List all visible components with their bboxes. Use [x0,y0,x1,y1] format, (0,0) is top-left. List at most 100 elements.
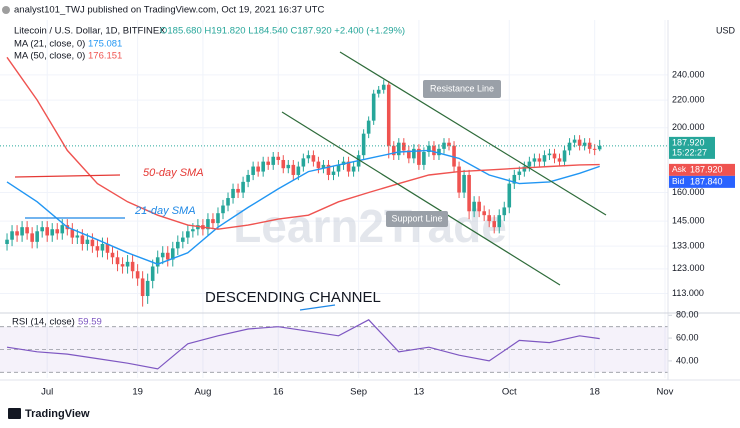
annotation: 50-day SMA [143,167,204,179]
candle-body [582,142,587,146]
candle-body [266,161,271,165]
candle-body [236,188,240,193]
legend-name: MA (21, close, 0) [14,39,85,50]
candle-body [447,142,451,146]
candle-body [442,142,446,149]
candle-body [472,201,476,212]
candle-body [537,158,542,162]
candle-body [587,142,592,149]
candle-body [482,211,486,216]
candle-body [261,161,265,172]
candle-body [170,248,175,260]
candle-body [85,239,90,244]
candle-body [487,215,491,222]
candle-body [25,227,29,234]
candle-body [246,174,250,182]
candle-body [75,235,80,238]
candle-body [567,142,572,151]
resistance-label-box [423,80,501,98]
candle-body [432,145,436,156]
last-price-label: 187.920 [672,137,705,147]
candle-body [30,233,34,242]
candle-body [402,142,406,151]
candle-body [346,161,351,172]
annotation: DESCENDING CHANNEL [205,289,381,306]
rsi-line [6,319,600,370]
rsi-legend: RSI (14, close) [12,317,75,328]
y-tick-label: 123.000 [672,263,705,273]
moving-average [6,56,600,230]
y-tick-label: 145.000 [672,215,705,225]
y-tick-label: 240.000 [672,69,705,79]
symbol: Litecoin / U.S. Dollar, 1D, BITFINEX [14,26,166,37]
candle-body [145,280,150,297]
moving-average [6,149,600,265]
candle-body [80,235,85,244]
candle-body [231,188,235,199]
candle-body [70,229,75,238]
grid [0,20,672,378]
candle-body [211,219,215,224]
candle-body [517,171,522,175]
candle-body [512,174,517,184]
x-tick-label: 18 [589,387,600,398]
candle-body [105,243,110,253]
watermark: Learn2Trade [233,200,507,252]
candle-body [175,241,180,249]
support-label-box [386,211,448,227]
candle-body [226,198,230,206]
candle-body [155,257,160,267]
candle-body [206,219,210,230]
channel-arrow [299,304,336,311]
candle-body [286,164,291,169]
y-tick-label: 200.000 [672,122,705,132]
candle-body [5,239,9,244]
rsi-tick-label: 40.00 [676,355,699,365]
candle-body [291,164,296,175]
candle-body [221,205,225,214]
candle-body [301,158,306,167]
candle-body [251,166,255,175]
candle-body [552,153,557,159]
candle-body [40,227,44,232]
candle-body [336,164,341,172]
candle-body [477,201,481,212]
candle-body [50,229,55,236]
candle-body [35,231,39,242]
legend-name: MA (50, close, 0) [14,51,85,62]
candle-body [160,252,165,258]
candle-body [452,145,456,167]
candle-body [120,264,125,267]
y-tick-label: 133.000 [672,241,705,251]
candle-body [60,225,65,234]
candle-body [417,148,421,165]
publisher-line: analyst101_TWJ published on TradingView.… [14,5,324,16]
candle-body [110,252,115,258]
x-tick-label: 13 [414,387,425,398]
candle-body [271,156,276,165]
x-tick-label: 16 [273,387,284,398]
candle-body [577,139,582,146]
candle-body [130,261,135,272]
candle-body [412,148,416,159]
candle-body [115,257,120,265]
candle-body [371,93,376,121]
annotation: 21-day SMA [134,205,196,217]
sma50-marker-line [14,174,121,178]
candle-body [55,229,60,234]
annotation: Support Line [391,213,442,223]
annotation: Resistance Line [430,83,494,93]
currency: USD [716,25,736,35]
candle-body [326,164,331,175]
candle-body [135,271,140,279]
candle-body [351,166,356,172]
candle-body [125,261,130,267]
plot [0,56,668,370]
avatar [2,6,10,14]
x-tick-label: Aug [194,387,211,398]
x-tick-label: Jul [41,387,53,398]
candle-body [20,227,24,236]
candle-body [140,278,145,297]
y-tick-label: 220.000 [672,95,705,105]
